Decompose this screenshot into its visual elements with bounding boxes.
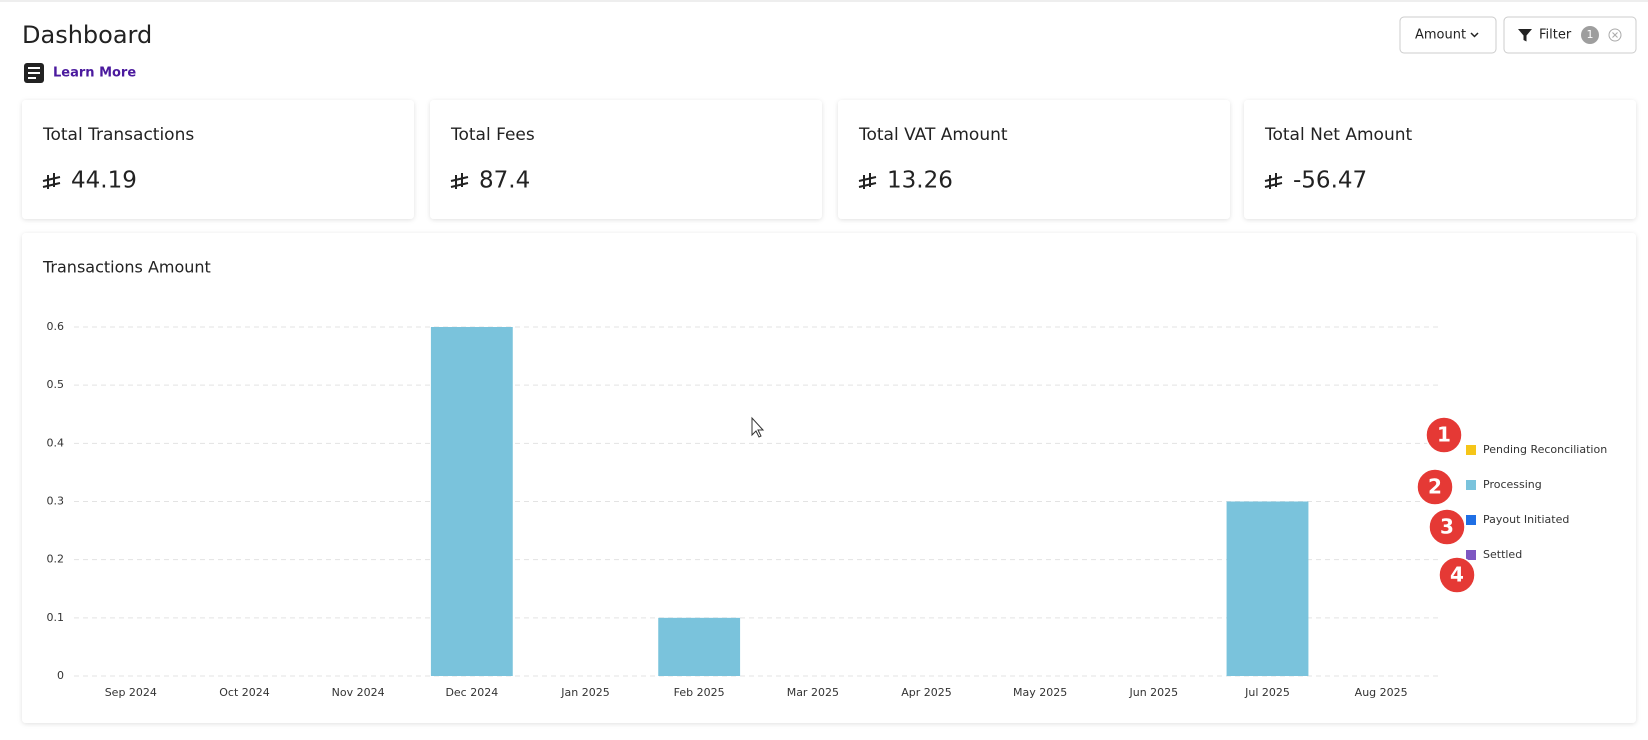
x-tick-label: Mar 2025 [787,686,839,699]
y-tick-label: 0 [57,669,64,682]
amount-button-label[interactable]: Amount [1415,28,1466,43]
filter-button-label[interactable]: Filter [1539,28,1572,43]
x-tick-label: Dec 2024 [445,686,498,699]
currency-icon [450,173,469,189]
x-tick-label: Jan 2025 [560,686,609,699]
mouse-cursor [751,416,765,438]
summary-card [22,100,414,219]
filter-count: 1 [1587,28,1594,41]
y-tick-label: 0.2 [47,553,65,566]
x-tick-label: Feb 2025 [674,686,725,699]
y-tick-label: 0.6 [47,320,65,333]
currency-icon [858,173,877,189]
summary-card [1244,100,1636,219]
annotation-badge [1416,468,1454,506]
summary-card [838,100,1230,219]
legend-label[interactable]: Settled [1483,548,1522,561]
annotation-number: 1 [1437,423,1451,447]
card-value: 13.26 [887,168,953,194]
chart-panel [22,233,1636,723]
legend-swatch [1466,550,1476,560]
legend-label[interactable]: Payout Initiated [1483,513,1569,526]
summary-cards: Total Transactions 44.19 Total Fees 87.4 Tot… [22,100,1636,219]
card-label: Total VAT Amount [858,125,1008,145]
annotation-number: 3 [1440,515,1454,539]
annotation-badge [1425,416,1463,454]
x-tick-label: May 2025 [1013,686,1067,699]
chart: 0 0.1 0.2 0.3 0.4 0.5 0.6 Sep 2024 Oct 2024 Nov 2… [47,320,1608,699]
card-value: 87.4 [479,168,530,194]
card-label: Total Fees [450,125,535,145]
currency-icon [1264,173,1283,189]
annotation-number: 4 [1450,563,1464,587]
legend-swatch [1466,515,1476,525]
legend-swatch [1466,480,1476,490]
x-tick-label: Oct 2024 [219,686,270,699]
y-tick-label: 0.1 [47,611,65,624]
annotation-badge [1438,556,1476,594]
bar [658,617,741,676]
summary-card [430,100,822,219]
card-label: Total Net Amount [1264,125,1412,145]
annotation-badge [1428,508,1466,546]
x-tick-label: Jun 2025 [1128,686,1178,699]
page-title: Dashboard [22,21,152,49]
filter-icon [1518,29,1532,42]
filter-button[interactable] [1503,16,1637,54]
y-tick-label: 0.4 [47,436,65,449]
bar [430,327,513,676]
annotation-number: 2 [1428,475,1442,499]
learn-more-icon [24,63,44,83]
amount-button[interactable] [1399,16,1497,54]
y-tick-label: 0.5 [47,378,65,391]
learn-more-link[interactable]: Learn More [53,66,136,81]
chart-title: Transactions Amount [42,258,211,277]
bar [1226,501,1309,676]
chevron-icon [1470,32,1479,38]
y-tick-label: 0.3 [47,495,65,508]
x-tick-label: Nov 2024 [332,686,385,699]
card-label: Total Transactions [42,125,194,145]
currency-icon [42,173,61,189]
x-tick-label: Sep 2024 [105,686,157,699]
x-tick-label: Aug 2025 [1355,686,1408,699]
card-value: 44.19 [71,168,137,194]
clear-filter-icon[interactable] [1608,28,1622,42]
x-tick-label: Apr 2025 [901,686,952,699]
legend-swatch [1466,445,1476,455]
x-tick-label: Jul 2025 [1244,686,1290,699]
legend-label[interactable]: Processing [1483,478,1542,491]
filter-count-badge [1581,26,1599,44]
legend-label[interactable]: Pending Reconciliation [1483,443,1607,456]
card-value: -56.47 [1293,168,1367,194]
